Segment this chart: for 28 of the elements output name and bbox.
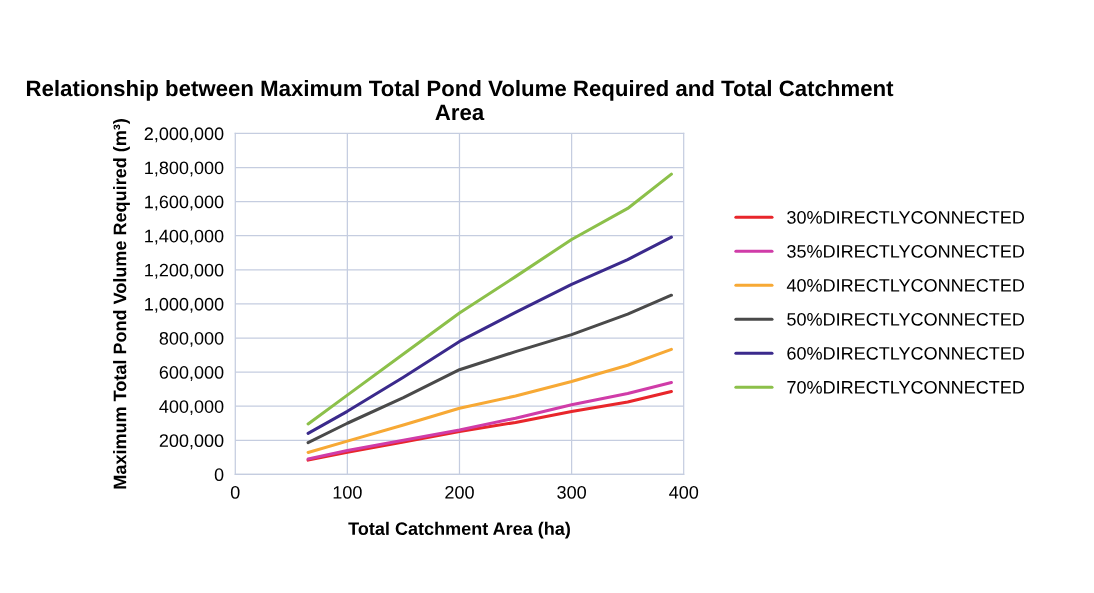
line-series [306,293,673,445]
y-tick-label: 1,600,000 [145,195,224,211]
y-axis-title: Maximum Total Pond Volume Required (m³) [113,119,130,489]
y-tick-label: 200,000 [159,434,224,450]
x-tick-label: 100 [333,485,362,499]
legend-label: 50%DIRECTLYCONNECTED [787,312,1025,326]
x-tick-label: 200 [445,485,474,499]
y-tick-label: 1,000,000 [145,297,224,313]
x-tick-label: 0 [230,485,240,499]
line-series [306,347,673,454]
x-tick-label: 300 [557,485,586,499]
line-series [306,172,673,426]
legend-label: 70%DIRECTLYCONNECTED [787,380,1025,394]
x-tick-label: 400 [669,485,699,499]
y-tick-label: 800,000 [159,331,224,347]
legend-label: 30%DIRECTLYCONNECTED [787,211,1025,224]
x-axis-title: Total Catchment Area (ha) [348,521,570,539]
y-tick-label: 1,400,000 [145,229,224,245]
y-tick-label: 600,000 [159,366,224,381]
legend-label: 35%DIRECTLYCONNECTED [787,245,1025,258]
line-series [306,235,673,435]
legend-label: 40%DIRECTLYCONNECTED [786,278,1025,292]
y-tick-label: 1,200,000 [145,263,224,279]
y-tick-label: 400,000 [159,400,224,416]
legend-label: 60%DIRECTLYCONNECTED [787,346,1025,360]
y-tick-label: 0 [214,468,224,482]
y-tick-label: 1,800,000 [145,161,224,177]
y-tick-label: 2,000,000 [144,127,224,143]
